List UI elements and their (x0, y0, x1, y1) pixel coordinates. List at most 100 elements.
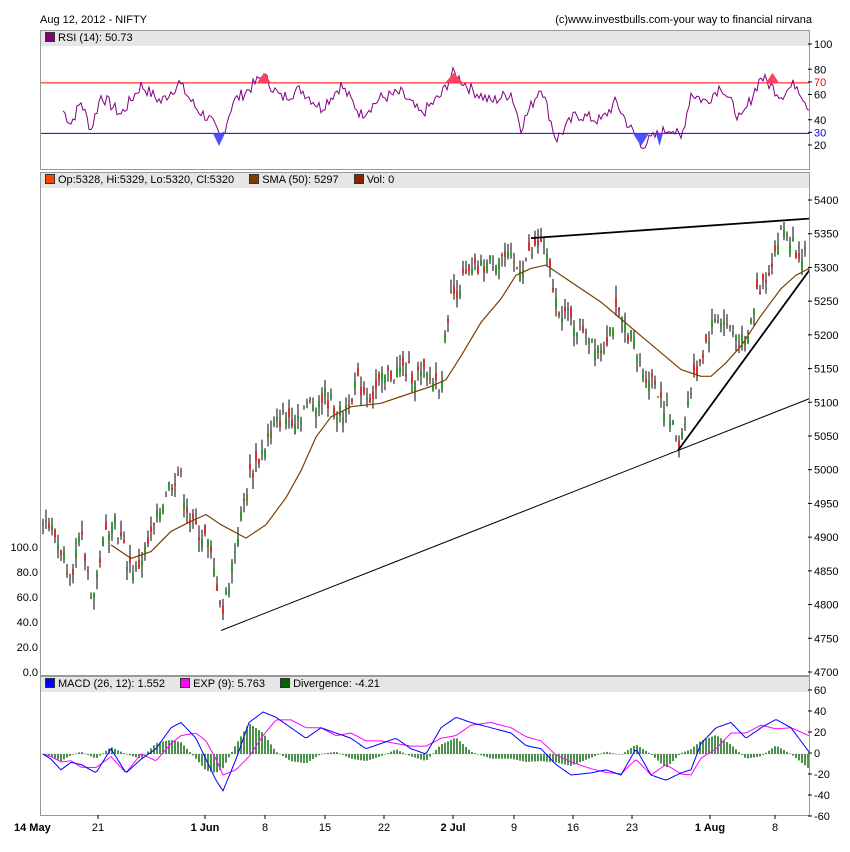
price-bar-body (624, 324, 626, 333)
divergence-bar (231, 751, 233, 754)
divergence-bar (804, 754, 806, 766)
divergence-bar (678, 754, 680, 756)
price-bar-body (723, 321, 725, 325)
price-bar-body (750, 319, 752, 323)
divergence-bar (243, 731, 245, 754)
price-legend: Op:5328, Hi:5329, Lo:5320, Cl:5320 SMA (… (41, 173, 809, 188)
price-bar-body (330, 394, 332, 398)
price-bar-body (417, 366, 419, 371)
divergence-bar (246, 726, 248, 754)
price-bar-body (699, 359, 701, 363)
x-axis-label: 9 (511, 822, 517, 834)
price-bar-body (561, 317, 563, 323)
price-bar-body (564, 306, 566, 312)
macd-line (42, 711, 809, 792)
divergence-bar (762, 754, 764, 755)
divergence-bar (348, 754, 350, 758)
divergence-bar (372, 754, 374, 759)
divergence-bar (465, 746, 467, 754)
rsi-tick-label: 40 (814, 115, 826, 127)
divergence-bar (63, 754, 65, 760)
price-bar-body (702, 354, 704, 358)
price-bar-body (162, 505, 164, 513)
divergence-bar (456, 738, 458, 754)
divergence-bar (324, 753, 326, 754)
divergence-bar (774, 746, 776, 754)
price-bar-body (498, 260, 500, 269)
macd-tick-label: 0 (814, 748, 820, 760)
price-bar-body (276, 417, 278, 422)
divergence-bar (321, 753, 323, 755)
divergence-bar (141, 754, 143, 758)
price-bar-body (411, 373, 413, 383)
divergence-bar (174, 740, 176, 754)
divergence-bar (747, 754, 749, 759)
divergence-bar (198, 754, 200, 763)
price-bar-body (366, 398, 368, 400)
price-bar-body (636, 356, 638, 361)
divergence-bar (168, 740, 170, 754)
price-bar-body (486, 262, 488, 272)
price-bar-body (657, 396, 659, 398)
price-bar-body (363, 386, 365, 393)
rsi-line (62, 66, 809, 150)
price-bar-body (333, 407, 335, 416)
divergence-bar (528, 754, 530, 762)
price-bar-body (90, 596, 92, 599)
x-axis-label: 14 May (14, 822, 52, 834)
macd-tick-label: -60 (814, 811, 830, 823)
price-bar-body (138, 560, 140, 569)
divergence-bar (402, 752, 404, 754)
price-bar-body (141, 562, 143, 566)
price-bar-body (573, 328, 575, 337)
divergence-bar (792, 754, 794, 756)
price-bar-body (726, 323, 728, 326)
divergence-bar (270, 744, 272, 754)
price-bar-body (150, 526, 152, 532)
price-bar-body (345, 405, 347, 412)
divergence-bar (483, 754, 485, 757)
divergence-bar (294, 754, 296, 762)
price-bar-body (759, 292, 761, 295)
divergence-bar (585, 754, 587, 760)
macd-tick-label: 60 (814, 685, 826, 697)
price-bar-body (612, 329, 614, 336)
price-bar-body (483, 266, 485, 274)
divergence-bar (630, 748, 632, 754)
divergence-bar (279, 754, 281, 755)
divergence-bar (66, 754, 68, 758)
divergence-bar (555, 754, 557, 763)
price-bar-body (246, 494, 248, 501)
divergence-bar (69, 754, 71, 756)
divergence-bar (429, 754, 431, 757)
price-bar-body (177, 474, 179, 476)
price-bar-body (783, 229, 785, 237)
macd-chart (41, 711, 809, 792)
price-bar-body (714, 318, 716, 322)
price-bar-body (324, 388, 326, 397)
price-bar-body (696, 366, 698, 377)
divergence-bar (375, 754, 377, 758)
price-bar-body (744, 340, 746, 346)
price-bar-body (144, 546, 146, 553)
divergence-bar (396, 749, 398, 754)
divergence-bar (342, 754, 344, 755)
price-bar-body (801, 260, 803, 270)
macd-tick-label: 40 (814, 706, 826, 718)
divergence-bar (444, 742, 446, 754)
divergence-bar (471, 751, 473, 754)
divergence-bar (306, 754, 308, 763)
price-bar-body (648, 381, 650, 392)
divergence-bar (480, 754, 482, 756)
price-tick-label: 5000 (814, 465, 838, 477)
price-tick-label: 4950 (814, 498, 838, 510)
price-bar-body (210, 546, 212, 553)
divergence-bar (357, 754, 359, 760)
price-bar-body (321, 393, 323, 403)
divergence-bar (594, 754, 596, 757)
price-bar-body (279, 421, 281, 427)
divergence-bar (423, 754, 425, 761)
price-bar-body (60, 550, 62, 556)
price-bar-body (93, 592, 95, 598)
price-bar-body (336, 417, 338, 421)
